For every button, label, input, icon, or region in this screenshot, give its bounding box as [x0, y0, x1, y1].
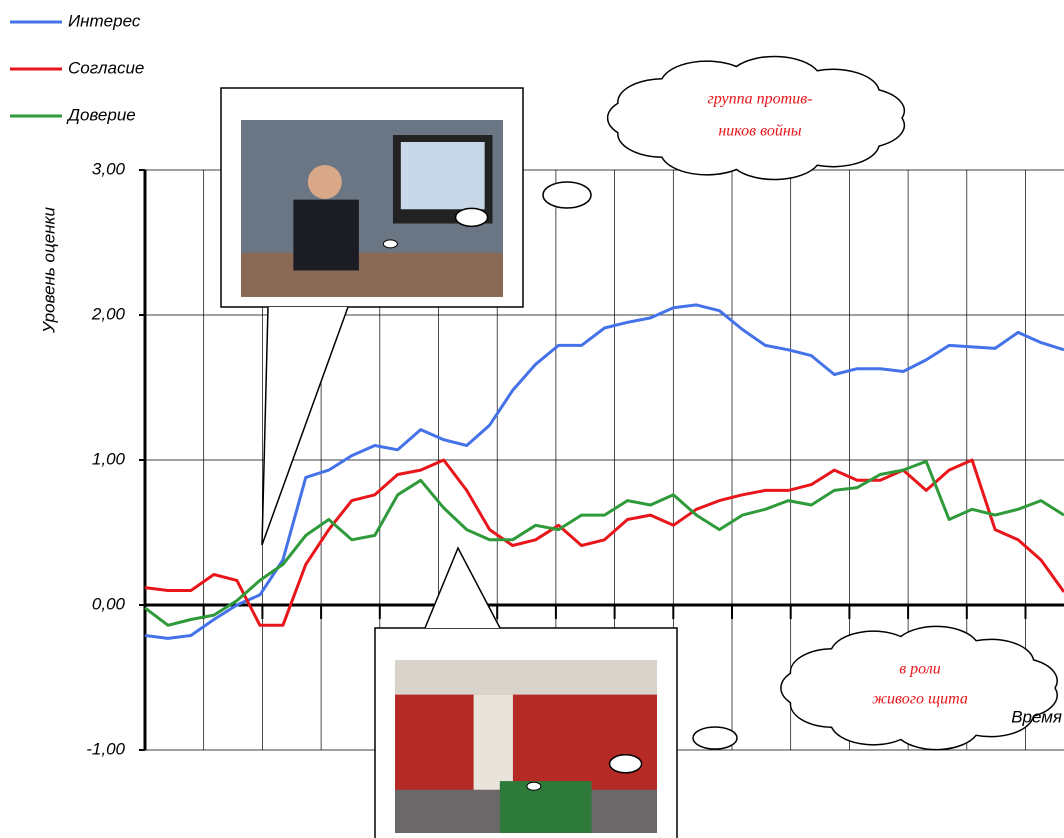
annotation: ников войны	[718, 123, 801, 140]
legend-label: Интерес	[68, 11, 141, 30]
y-tick-label: 1,00	[92, 449, 126, 468]
bubble	[692, 726, 738, 750]
series-line	[144, 459, 1064, 627]
photo-part	[241, 252, 503, 297]
callout-pointer	[424, 546, 501, 629]
series-line	[144, 303, 1064, 640]
annotation: в роли	[899, 661, 941, 678]
lines	[144, 303, 1064, 640]
bubble	[608, 754, 643, 774]
bubble	[382, 239, 398, 249]
photo-part	[307, 164, 342, 199]
cloud	[780, 625, 1058, 751]
legend-label: Доверие	[66, 105, 136, 124]
series-line	[144, 458, 1064, 627]
photo-part	[400, 142, 485, 210]
y-tick-label: -1,00	[86, 739, 125, 758]
callouts: Интерес Согласие Доверие группа против-нико…	[10, 11, 1058, 838]
legend-label: Согласие	[68, 58, 144, 77]
photo-part	[395, 660, 657, 695]
bubble	[542, 181, 592, 209]
y-axis-label: Уровень оценки	[39, 206, 58, 334]
cloud	[606, 55, 906, 181]
annotation: группа против-	[708, 91, 813, 108]
bubble	[526, 781, 542, 791]
x-axis-label: Время	[1011, 707, 1062, 726]
photo-part	[499, 781, 592, 833]
callout-pointer	[261, 306, 349, 546]
y-tick-label: 0,00	[92, 594, 126, 613]
bubble	[454, 207, 489, 228]
photo-part	[293, 199, 359, 271]
y-tick-label: 3,00	[92, 159, 126, 178]
annotation: живого щита	[872, 691, 968, 708]
y-tick-label: 2,00	[91, 304, 126, 323]
photo-part	[473, 694, 513, 790]
